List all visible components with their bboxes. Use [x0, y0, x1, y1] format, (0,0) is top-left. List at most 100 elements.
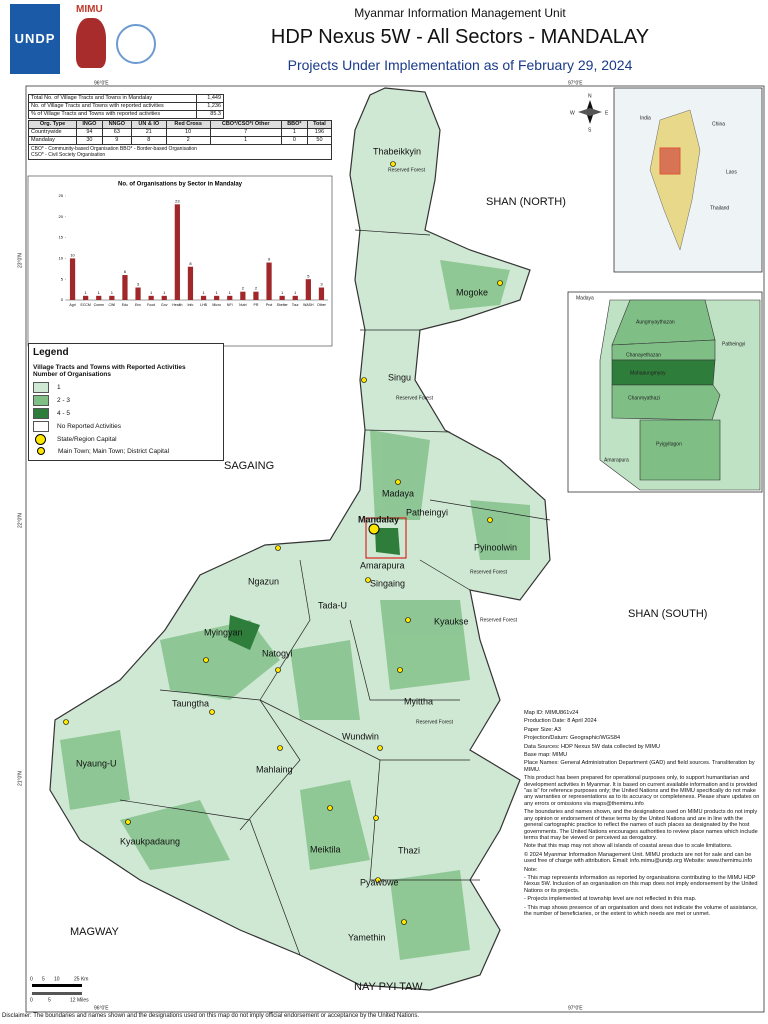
header-cell: Org. Type [27, 120, 78, 129]
place-label: Natogyi [262, 648, 293, 658]
place-label: Singu [388, 372, 411, 382]
place-label: Myingyan [204, 627, 243, 637]
value-label: 5 [307, 273, 310, 278]
capital-label: Mandalay [358, 514, 399, 524]
table-row: Mandalay 30 9 8 2 1 0 50 [27, 136, 333, 145]
table-row: Countrywide 94 63 21 10 7 1 196 [27, 128, 333, 137]
place-label: Mogoke [456, 287, 488, 297]
summary-value: 1,449 [196, 94, 224, 103]
legend-label: 4 - 5 [57, 410, 71, 417]
country-label: Laos [726, 169, 737, 175]
bar [240, 291, 246, 300]
scale-label: 12 Miles [70, 997, 89, 1003]
coord-label: 97°0'E [568, 80, 583, 86]
place-label: Amarapura [360, 560, 405, 570]
x-tick-label: NFI [227, 303, 233, 307]
bar [318, 287, 325, 300]
x-tick-label: Comm [94, 303, 104, 307]
header-cell: CBO*/CSO*/ Other [209, 120, 282, 129]
legend-item: State/Region Capital [33, 434, 219, 445]
note: This product has been prepared for opera… [524, 775, 760, 807]
state-label: SHAN (SOUTH) [628, 608, 707, 620]
scale-label: 10 [54, 976, 60, 982]
value-label: 1 [216, 290, 219, 295]
region-mandalay [49, 87, 551, 991]
legend-label: 1 [57, 384, 61, 391]
forest-label: Reserved Forest [480, 617, 518, 623]
town-markers [63, 161, 503, 925]
place-label: Pyawbwe [360, 877, 399, 887]
note: - This map represents information as rep… [524, 874, 758, 894]
forest-label: Reserved Forest [470, 569, 508, 575]
scale-label: 5 [48, 997, 51, 1003]
summary-row: % of Village Tracts and Towns with repor… [28, 110, 224, 119]
state-label: SHAN (NORTH) [486, 196, 566, 208]
note: Paper Size: A3 [524, 726, 562, 733]
bar [292, 295, 298, 300]
x-tick-label: LHB [200, 303, 207, 307]
legend: Legend Village Tracts and Towns with Rep… [28, 343, 224, 461]
scale-bar: 0 5 10 25 Km 0 5 12 Miles [30, 976, 89, 1003]
y-tick-label: 0 [61, 297, 64, 302]
x-tick-label: Prot [266, 303, 272, 307]
place-label: Madaya [382, 488, 414, 498]
inset-label: Madaya [576, 295, 594, 301]
header-cell: BBO* [280, 120, 308, 129]
org-table-box: Org. Type INGO NNGO UN & IO Red Cross CBO*/CS… [27, 120, 333, 160]
mimu-logo: MIMU [76, 4, 103, 15]
x-tick-label: Info [188, 303, 194, 307]
bar [148, 295, 154, 300]
note: Base map: MIMU [524, 752, 568, 759]
summary: Total No. of Village Tracts and Towns in… [28, 94, 224, 119]
note: Data Sources: HDP Nexus 5W data collecte… [524, 743, 661, 750]
value-label: 6 [124, 269, 127, 274]
subtitle: Projects Under Implementation as of Febr… [287, 57, 633, 73]
table-cell: 1 [209, 136, 282, 145]
value-label: 2 [242, 286, 245, 291]
value-label: 1 [229, 290, 232, 295]
country-label: China [712, 121, 725, 127]
coord-label: 96°0'E [94, 80, 109, 86]
inset-label: Mahaaungmyay [630, 370, 666, 376]
summary-value: 1,236 [196, 102, 224, 111]
header-cell: UN & IO [130, 120, 167, 129]
legend-label: Main Town; Main Town; District Capital [58, 447, 170, 455]
notes: Map ID: MIMU861v24 Production Date: 8 Apr… [524, 710, 760, 919]
bar [174, 204, 180, 300]
legend-item: No Reported Activities [33, 421, 219, 432]
table-cell: 30 [76, 136, 103, 145]
y-tick-label: 5 [61, 276, 64, 281]
coord-label: 21°0'N [17, 771, 23, 786]
note: Projection/Datum: Geographic/WGS84 [524, 735, 621, 742]
forest-label: Reserved Forest [416, 719, 454, 725]
bar [96, 295, 102, 300]
table-cell: 7 [209, 128, 282, 137]
place-label: Taungtha [172, 698, 209, 708]
note: Production Date: 8 April 2024 [524, 718, 597, 725]
legend-subtitle: Village Tracts and Towns with Reported A… [33, 364, 186, 371]
x-tick-label: Agri [69, 303, 75, 307]
table-cell: 0 [280, 136, 308, 145]
activity-patches [60, 260, 530, 960]
note: CSO* - Civil Society Organisation [31, 152, 106, 158]
y-tick-label: 10 [59, 255, 64, 260]
legend-label: No Reported Activities [57, 423, 121, 430]
bar [69, 258, 76, 300]
bar [214, 295, 220, 300]
myanmar-shape [76, 18, 106, 68]
bar [200, 295, 207, 300]
value-label: 1 [294, 290, 297, 295]
note: Note that this map may not show all isla… [524, 843, 733, 850]
y-tick-label: 20 [59, 214, 64, 219]
place-label: Thazi [398, 845, 420, 855]
legend-item: Main Town; Main Town; District Capital [33, 447, 219, 455]
note: © 2024 Myanmar Information Management Un… [524, 851, 753, 865]
x-tick-label: WASH [303, 303, 314, 307]
place-label: Nyaung-U [76, 758, 117, 768]
x-tick-label: Gov [161, 303, 168, 307]
x-tick-label: CWI [108, 303, 115, 307]
place-label: Meiktila [310, 844, 341, 854]
bar [279, 295, 285, 300]
value-label: 23 [175, 198, 180, 203]
